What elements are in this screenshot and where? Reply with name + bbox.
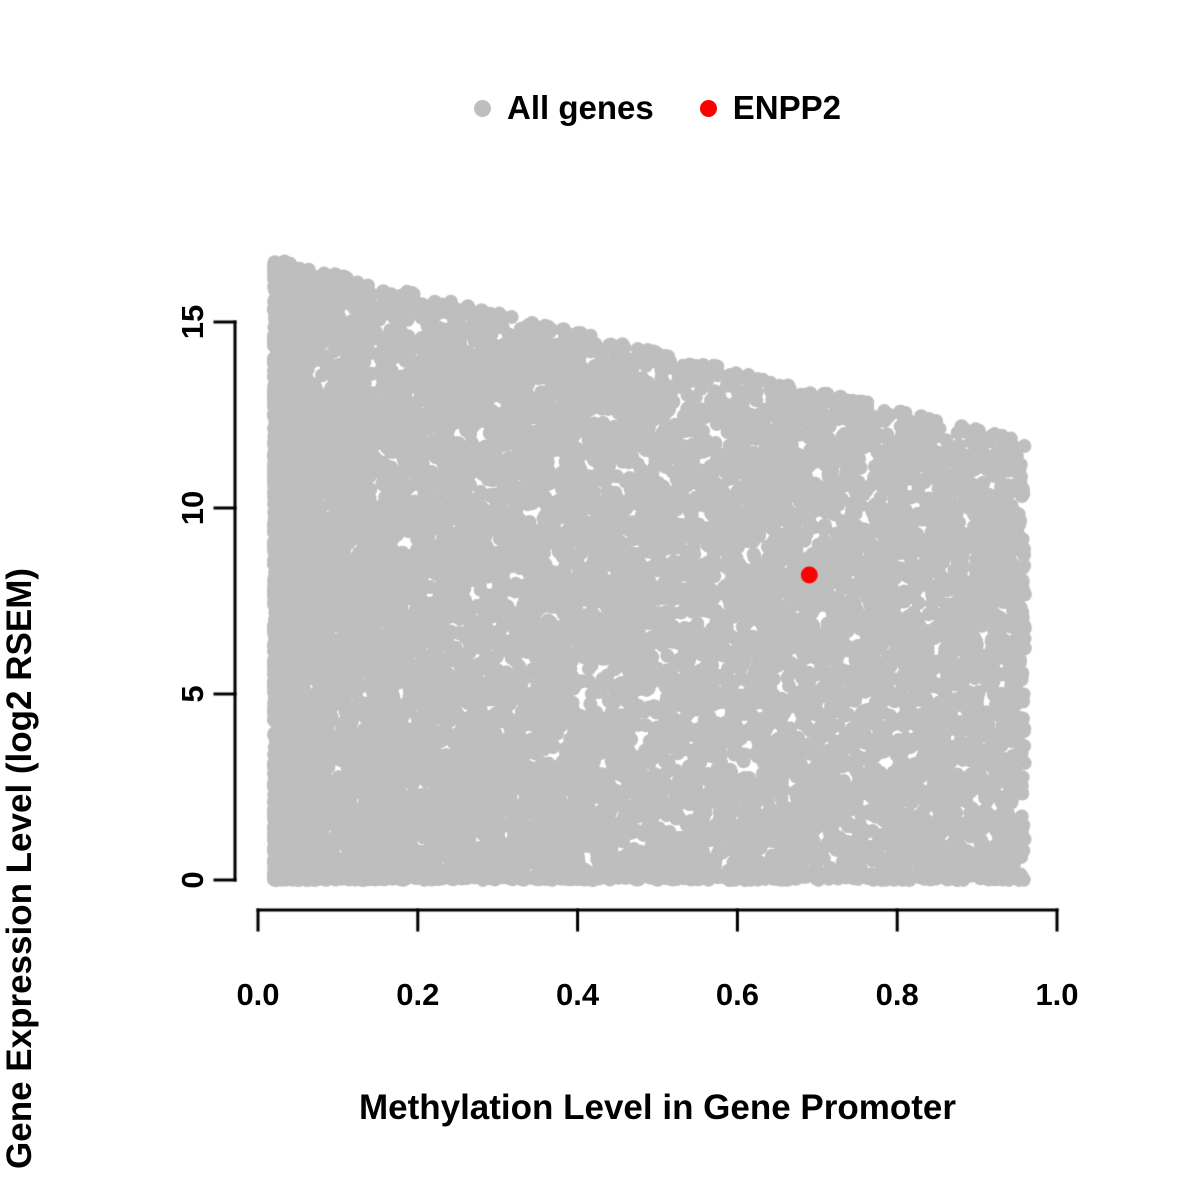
legend-label-all-genes: All genes [507, 89, 654, 126]
enpp2-dot-icon [699, 99, 717, 117]
x-tick-label: 0.2 [396, 977, 440, 1012]
all-genes-dot-icon [474, 99, 492, 117]
x-tick-label: 1.0 [1035, 977, 1079, 1012]
x-tick-label: 0.6 [715, 977, 759, 1012]
legend-label-enpp2: ENPP2 [732, 89, 841, 126]
legend-item-enpp2: ENPP2 [699, 89, 841, 127]
legend-item-all-genes: All genes [474, 89, 654, 127]
y-axis-label-text: Gene Expression Level (log2 RSEM) [0, 568, 39, 1169]
x-tick-label: 0.0 [236, 977, 280, 1012]
x-tick-label: 0.4 [556, 977, 600, 1012]
y-tick-label: 10 [175, 490, 210, 526]
x-axis-label: Methylation Level in Gene Promoter [358, 1088, 957, 1127]
y-tick-label: 0 [175, 871, 210, 889]
y-tick-label: 15 [175, 304, 210, 340]
y-tick-label: 5 [175, 685, 210, 703]
legend: All genes ENPP2 [258, 86, 1057, 130]
x-tick-label: 0.8 [875, 977, 919, 1012]
